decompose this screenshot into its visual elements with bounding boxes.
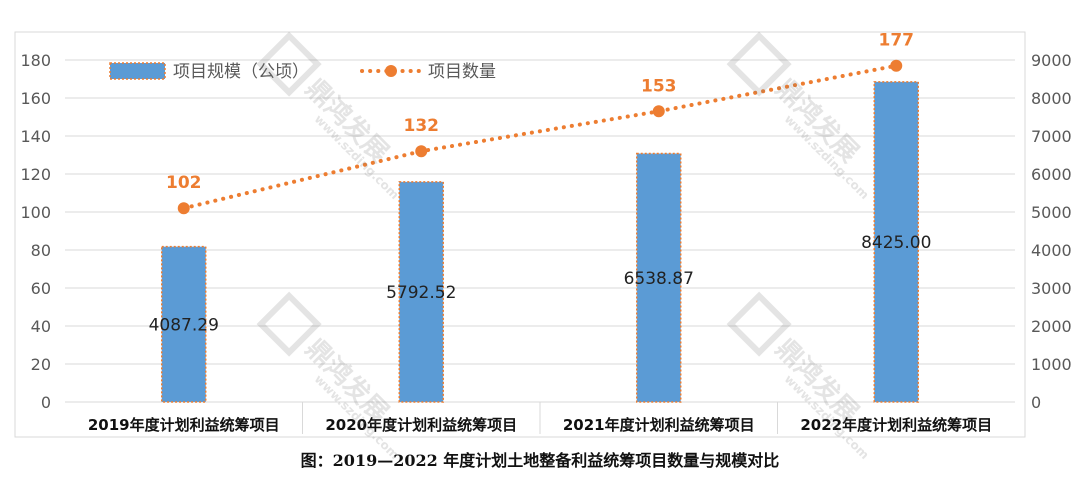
x-tick-label: 2021年度计划利益统筹项目 [563,416,755,434]
bar [636,152,682,403]
line-point [415,145,428,158]
line-point [177,202,190,215]
y-right-tick-label: 8000 [1031,89,1072,108]
line-value-label: 132 [404,116,440,136]
y-right-tick-label: 7000 [1031,127,1072,146]
line-value-label: 153 [641,76,677,96]
chart-frame [14,31,1026,438]
y-right-tick-label: 9000 [1031,51,1072,70]
y-left-tick-label: 0 [41,393,51,412]
y-right-tick-label: 0 [1031,393,1041,412]
y-right-tick-label: 6000 [1031,165,1072,184]
y-left-tick-label: 100 [20,203,51,222]
bar [161,245,207,403]
y-right-tick-label: 2000 [1031,317,1072,336]
x-tick-label: 2019年度计划利益统筹项目 [88,416,280,434]
y-left-tick-label: 120 [20,165,51,184]
y-left-tick-label: 140 [20,127,51,146]
y-right-tick-label: 5000 [1031,203,1072,222]
bar-value-label: 5792.52 [386,283,456,303]
y-right-tick-label: 3000 [1031,279,1072,298]
line-value-label: 177 [879,31,915,51]
bar-value-label: 6538.87 [624,269,694,289]
bar [873,81,919,403]
bar-value-label: 4087.29 [149,315,219,335]
line-series [181,63,899,211]
y-left-tick-label: 80 [31,241,51,260]
y-left-tick-label: 60 [31,279,51,298]
bar [398,181,444,403]
line-value-label: 102 [166,173,202,193]
legend-bar-swatch [109,62,166,80]
legend-line-marker [385,65,397,77]
legend-line-label: 项目数量 [428,62,496,82]
legend-bar-label: 项目规模（公顷） [173,62,309,82]
y-left-tick-label: 20 [31,355,51,374]
x-tick-label: 2020年度计划利益统筹项目 [325,416,517,434]
bar-value-label: 8425.00 [861,233,931,253]
x-tick-label: 2022年度计划利益统筹项目 [800,416,992,434]
y-left-tick-label: 40 [31,317,51,336]
figure-caption: 图：2019—2022 年度计划土地整备利益统筹项目数量与规模对比 [300,451,780,470]
y-left-tick-label: 160 [20,89,51,108]
y-right-tick-label: 4000 [1031,241,1072,260]
line-point [652,105,665,118]
line-point [890,59,903,72]
y-left-tick-label: 180 [20,51,51,70]
combo-chart: 0 20 40 60 80 100 120 140 160 180 0 1000 2000 3000 400… [14,31,1072,438]
y-right-tick-label: 1000 [1031,355,1072,374]
